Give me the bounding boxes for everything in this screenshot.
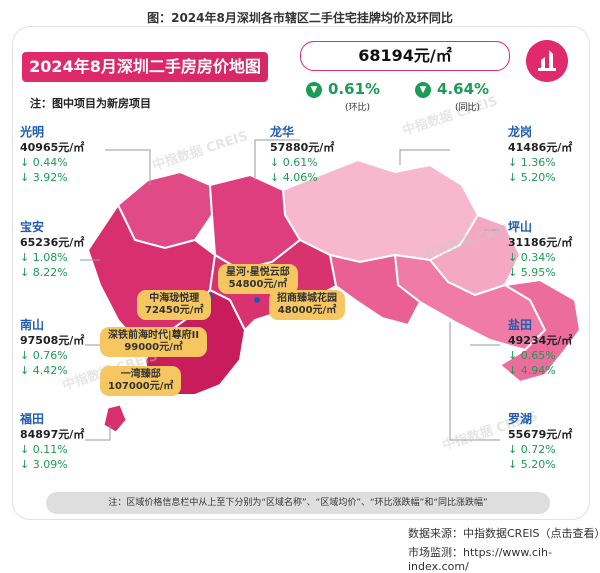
district-shape-dapeng bbox=[498, 278, 582, 384]
district-yoy: ↓ 3.92% bbox=[20, 171, 68, 184]
district-price: 40965元/㎡ bbox=[20, 141, 85, 154]
district-shape-island bbox=[103, 404, 127, 433]
district-price: 84897元/㎡ bbox=[20, 428, 85, 441]
mom-value: 0.61% bbox=[328, 80, 381, 98]
district-mom: ↓ 0.76% bbox=[20, 349, 68, 362]
down-arrow-icon: ▼ bbox=[306, 82, 322, 98]
project-name: 深铁前海时代|尊府II bbox=[108, 330, 200, 341]
shenzhen-map bbox=[80, 139, 582, 441]
district-mom: ↓ 0.44% bbox=[20, 156, 68, 169]
project-callout: 中海珑悦理 72450元/㎡ bbox=[137, 290, 212, 320]
project-name: 中海珑悦理 bbox=[149, 293, 200, 304]
mom-label: (环比) bbox=[345, 103, 371, 113]
district-mom: ↓ 0.61% bbox=[270, 156, 318, 169]
map-note: 注：图中项目为新房项目 bbox=[30, 97, 151, 110]
district-price: 57880元/㎡ bbox=[270, 141, 335, 154]
banner-title: 2024年8月深圳二手房房价地图 bbox=[22, 52, 268, 82]
district-price: 41486元/㎡ bbox=[508, 141, 573, 154]
monitor-link[interactable]: 市场监测：https://www.cih-index.com/ bbox=[408, 546, 552, 573]
project-price: 72450元/㎡ bbox=[145, 305, 204, 316]
district-name: 龙岗 bbox=[508, 125, 533, 139]
project-dot bbox=[254, 297, 260, 303]
project-name: 星河·星悦云邸 bbox=[226, 267, 290, 278]
yoy-label: (同比) bbox=[455, 103, 481, 113]
district-price: 49234元/㎡ bbox=[508, 334, 573, 347]
district-name: 坪山 bbox=[508, 220, 533, 234]
district-yoy: ↓ 3.09% bbox=[20, 458, 68, 471]
project-callout: 深铁前海时代|尊府II 99000元/㎡ bbox=[100, 327, 208, 357]
leader-lines bbox=[80, 139, 500, 441]
district-name: 盐田 bbox=[508, 318, 533, 332]
project-name: 一湾臻邸 bbox=[120, 369, 161, 380]
source-link[interactable]: 数据来源：中指数据CREIS（点击查看） bbox=[408, 527, 600, 540]
logo bbox=[526, 40, 568, 82]
project-callout: 一湾臻邸 107000元/㎡ bbox=[100, 366, 182, 396]
district-name: 光明 bbox=[20, 125, 45, 139]
project-price: 54800元/㎡ bbox=[228, 279, 288, 290]
district-name: 南山 bbox=[20, 318, 45, 332]
city-average: 68194元/㎡ bbox=[300, 41, 510, 71]
district-yoy: ↓ 5.95% bbox=[508, 266, 556, 279]
district-info-nanshan: 南山 97508元/㎡ ↓ 0.76% ↓ 4.42% bbox=[20, 318, 84, 378]
figure-title: 图：2024年8月深圳各市辖区二手住宅挂牌均价及环同比 bbox=[147, 11, 453, 25]
district-info-guangming: 光明 40965元/㎡ ↓ 0.44% ↓ 3.92% bbox=[20, 125, 84, 185]
district-yoy: ↓ 4.42% bbox=[20, 364, 68, 377]
district-mom: ↓ 1.08% bbox=[20, 251, 68, 264]
district-info-luohu: 罗湖 55679元/㎡ ↓ 0.72% ↓ 5.20% bbox=[508, 412, 572, 472]
project-price: 99000元/㎡ bbox=[124, 342, 183, 353]
yoy-value: 4.64% bbox=[437, 80, 490, 98]
district-mom: ↓ 0.11% bbox=[20, 443, 68, 456]
district-info-futian: 福田 84897元/㎡ ↓ 0.11% ↓ 3.09% bbox=[20, 412, 84, 472]
district-info-longgang: 龙岗 41486元/㎡ ↓ 1.36% ↓ 5.20% bbox=[508, 125, 572, 185]
project-callout: 招商臻城花园 48000元/㎡ bbox=[269, 290, 345, 320]
project-name: 招商臻城花园 bbox=[277, 293, 337, 304]
figure: 图：2024年8月深圳各市辖区二手住宅挂牌均价及环同比 bbox=[12, 11, 600, 573]
district-mom: ↓ 0.65% bbox=[508, 349, 556, 362]
district-yoy: ↓ 4.94% bbox=[508, 364, 556, 377]
district-name: 福田 bbox=[20, 412, 45, 426]
project-price: 107000元/㎡ bbox=[108, 381, 174, 392]
district-yoy: ↓ 4.06% bbox=[270, 171, 318, 184]
district-shape-luohu bbox=[328, 253, 422, 327]
district-price: 97508元/㎡ bbox=[20, 334, 85, 347]
district-mom: ↓ 0.72% bbox=[508, 443, 556, 456]
district-name: 龙华 bbox=[270, 125, 295, 139]
district-mom: ↓ 1.36% bbox=[508, 156, 556, 169]
project-callout: 星河·星悦云邸 54800元/㎡ bbox=[218, 264, 298, 294]
district-info-longhua: 龙华 57880元/㎡ ↓ 0.61% ↓ 4.06% bbox=[270, 125, 334, 185]
district-price: 55679元/㎡ bbox=[508, 428, 573, 441]
district-info-pingshan: 坪山 31186元/㎡ ↓ 0.34% ↓ 5.95% bbox=[508, 220, 572, 280]
district-price: 31186元/㎡ bbox=[508, 236, 573, 249]
district-yoy: ↓ 5.20% bbox=[508, 458, 556, 471]
district-yoy: ↓ 5.20% bbox=[508, 171, 556, 184]
project-price: 48000元/㎡ bbox=[277, 305, 337, 316]
mom-change: ▼ 0.61% bbox=[306, 80, 380, 98]
district-name: 宝安 bbox=[20, 220, 45, 234]
district-info-baoan: 宝安 65236元/㎡ ↓ 1.08% ↓ 8.22% bbox=[20, 220, 84, 280]
district-mom: ↓ 0.34% bbox=[508, 251, 556, 264]
legend-note: 注：区域价格信息栏中从上至下分别为“区域名称”、“区域均价”、“环比涨跌幅”和“… bbox=[46, 492, 550, 514]
yoy-change: ▼ 4.64% bbox=[415, 80, 489, 98]
district-info-yantian: 盐田 49234元/㎡ ↓ 0.65% ↓ 4.94% bbox=[508, 318, 572, 378]
district-name: 罗湖 bbox=[508, 412, 533, 426]
district-price: 65236元/㎡ bbox=[20, 236, 85, 249]
district-yoy: ↓ 8.22% bbox=[20, 266, 68, 279]
down-arrow-icon: ▼ bbox=[415, 82, 431, 98]
